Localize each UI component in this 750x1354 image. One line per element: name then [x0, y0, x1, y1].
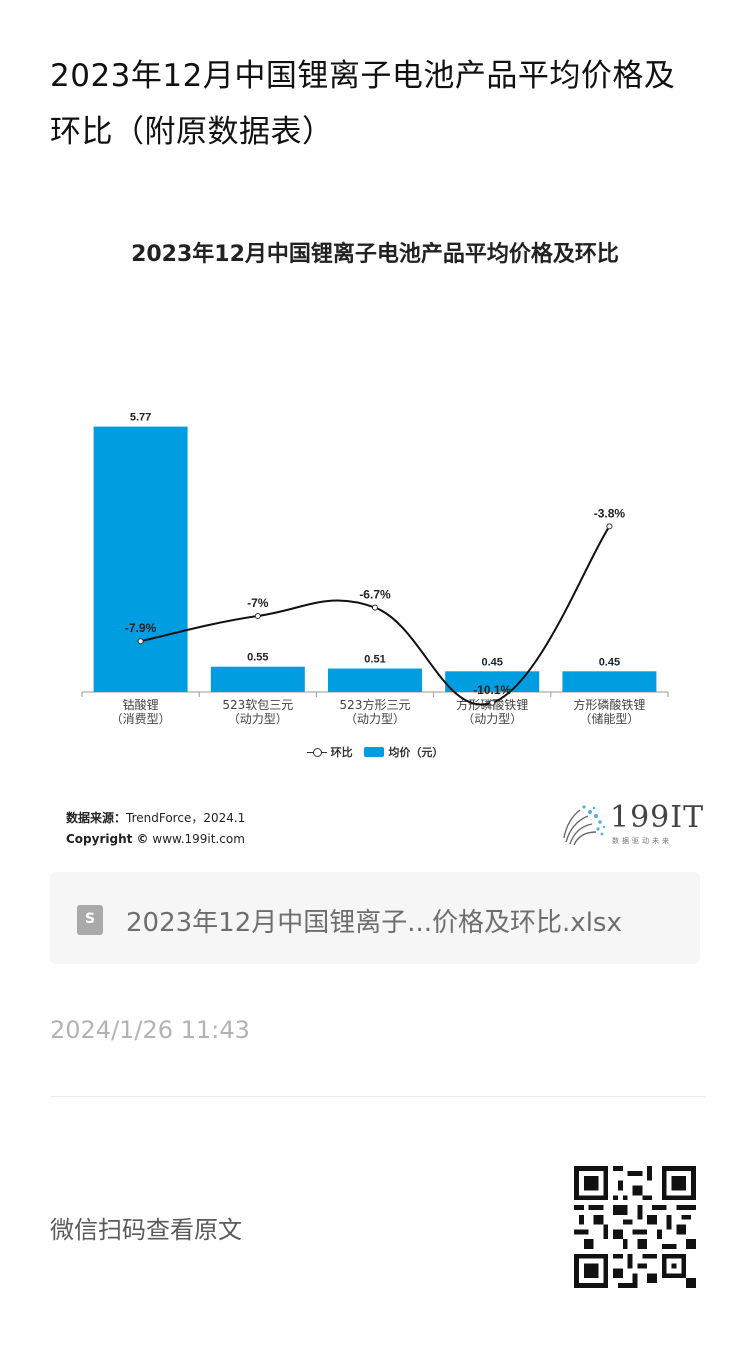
ratio-value-label: -10.1% [473, 683, 511, 697]
logo-text: 199IT [610, 800, 705, 835]
legend-label-ratio: 环比 [330, 746, 353, 759]
publish-timestamp: 2024/1/26 11:43 [50, 1016, 250, 1044]
ratio-point [137, 638, 144, 645]
brand-logo: 199IT 数据驱动未来 [560, 800, 703, 850]
chart-source: 数据来源：TrendForce，2024.1 Copyright © www.1… [66, 808, 245, 850]
attachment-filename[interactable]: 2023年12月中国锂离子...价格及环比.xlsx [126, 908, 622, 938]
x-tick-label: 方形磷酸铁锂 [573, 697, 645, 712]
ratio-point [489, 699, 496, 706]
x-tick-label: （储能型） [579, 711, 639, 726]
legend-label-price: 均价（元） [388, 746, 444, 759]
ratio-line [140, 525, 611, 706]
price-bar [328, 668, 422, 692]
ratio-value-label: -3.8% [594, 506, 626, 520]
bar-value-label: 0.45 [599, 656, 620, 668]
x-tick-label: 523方形三元 [340, 697, 411, 712]
chart-legend: 环比 均价（元） [0, 744, 750, 760]
source-value: TrendForce，2024.1 [126, 811, 246, 825]
legend-bar-icon [364, 747, 385, 757]
legend-line-icon [306, 747, 327, 757]
bar-value-label: 5.77 [130, 412, 151, 424]
x-tick-label: （动力型） [462, 712, 522, 726]
attachment-card[interactable]: S 2023年12月中国锂离子...价格及环比.xlsx [50, 872, 700, 964]
logo-tagline: 数据驱动未来 [612, 837, 672, 845]
ratio-point [606, 523, 613, 530]
qr-code-icon[interactable] [574, 1166, 696, 1288]
ratio-point [372, 604, 378, 611]
qr-caption: 微信扫码查看原文 [50, 1216, 242, 1244]
copyright-label: Copyright © [66, 832, 149, 846]
x-tick-label: （动力型） [345, 712, 405, 726]
copyright-value: www.199it.com [152, 832, 245, 846]
legend-item-ratio: 环比 [306, 744, 353, 760]
x-tick-label: 523软包三元 [222, 698, 293, 712]
x-tick-label: 钴酸锂 [123, 697, 159, 712]
price-bar [93, 426, 188, 692]
bar-value-label: 0.55 [247, 652, 268, 664]
ratio-point [254, 613, 261, 619]
chart-title: 2023年12月中国锂离子电池产品平均价格及环比 [131, 242, 619, 267]
bar-value-label: 0.51 [364, 654, 385, 666]
x-tick-label: （动力型） [228, 712, 288, 726]
ratio-value-label: -7% [247, 596, 269, 610]
bar-value-label: 0.45 [481, 656, 502, 668]
ratio-value-label: -6.7% [359, 588, 391, 602]
x-tick-label: （消费型） [111, 712, 171, 726]
ratio-value-label: -7.9% [125, 621, 157, 635]
chart: 5.77钴酸锂（消费型）0.55523软包三元（动力型）0.51523方形三元（… [81, 412, 669, 726]
price-bar [210, 666, 305, 692]
divider [50, 1096, 705, 1097]
price-bar [562, 671, 657, 692]
logo-flower-icon [563, 805, 606, 846]
source-label: 数据来源： [66, 811, 127, 825]
article-title: 2023年12月中国锂离子电池产品平均价格及环比（附原数据表） [50, 58, 676, 150]
legend-item-price: 均价（元） [364, 744, 443, 760]
spreadsheet-file-icon: S [77, 905, 103, 935]
